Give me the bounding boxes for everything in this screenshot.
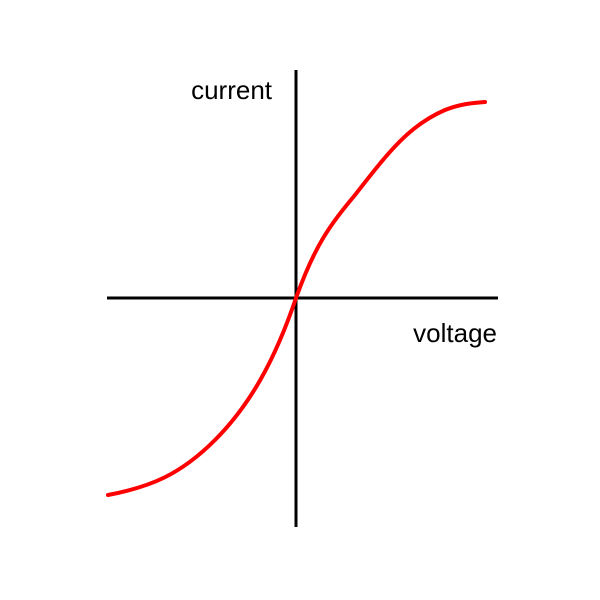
y-axis-label: current — [191, 75, 273, 105]
iv-curve — [106, 100, 487, 497]
x-axis-label: voltage — [413, 318, 497, 348]
